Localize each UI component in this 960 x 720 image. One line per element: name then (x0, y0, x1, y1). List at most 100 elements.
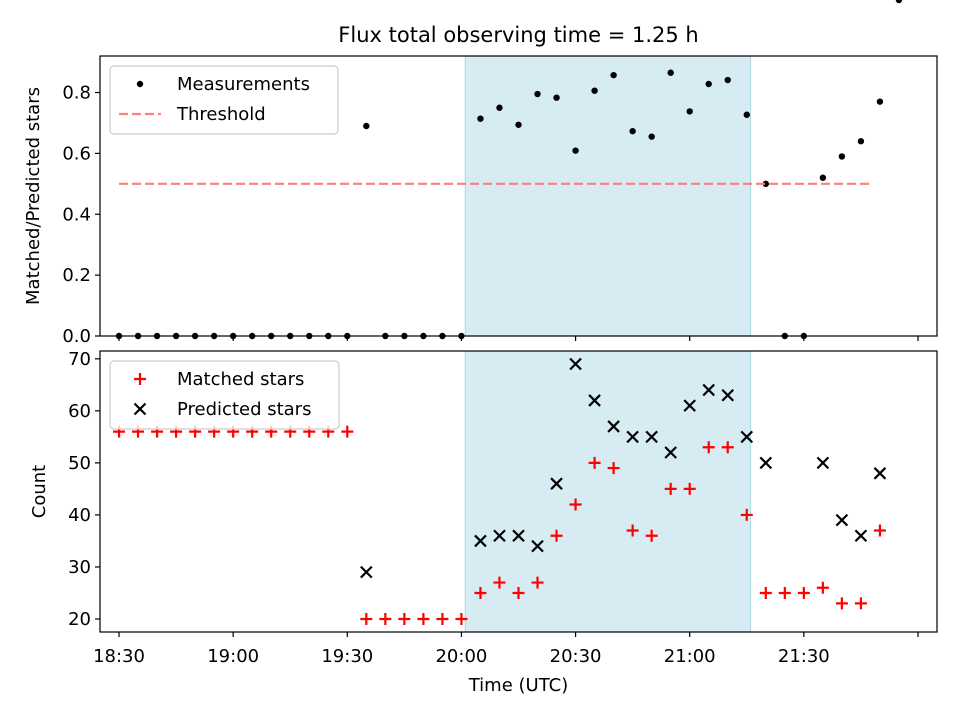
chart-title: Flux total observing time = 1.25 h (338, 23, 698, 47)
matched-stars-point (550, 529, 563, 542)
measurement-point (534, 90, 541, 98)
predicted-stars-point (360, 565, 373, 579)
matched-stars-point (512, 586, 525, 599)
y-tick-label: 30 (68, 557, 91, 578)
measurement-point (895, 0, 903, 4)
x-tick-label: 21:30 (778, 646, 830, 667)
predicted-stars-point (493, 529, 506, 543)
predicted-stars-point (854, 529, 868, 543)
matched-stars-point (702, 441, 715, 454)
predicted-stars-point (664, 446, 677, 459)
y-tick-label: 20 (68, 609, 91, 630)
predicted-stars-point (645, 430, 658, 444)
measurement-point (686, 108, 693, 115)
y-tick-label: 40 (68, 505, 91, 526)
predicted-stars-point (626, 430, 639, 444)
top-panel: 0.0 0.2 0.4 0.6 0.8 Matched/Predicted stars Fl… (23, 0, 938, 347)
matched-stars-point (835, 597, 848, 610)
y-tick-label: 0.6 (62, 143, 91, 164)
x-tick-label: 18:30 (93, 646, 145, 667)
measurement-point (876, 98, 884, 105)
predicted-stars-point (607, 420, 620, 433)
measurement-point (515, 121, 522, 128)
matched-stars-point (873, 524, 886, 537)
predicted-stars-point (512, 529, 525, 543)
matched-stars-point (360, 612, 373, 625)
measurement-point (743, 111, 750, 118)
legend-label: Predicted stars (177, 399, 311, 420)
measurement-point (553, 94, 560, 101)
predicted-stars-point (569, 357, 582, 371)
measurement-point (762, 180, 769, 188)
predicted-stars-point (816, 456, 830, 470)
matched-stars-point (417, 612, 430, 625)
legend-measurements-marker (136, 80, 144, 88)
predicted-stars-point (531, 539, 544, 553)
y-tick-label: 0.4 (62, 204, 91, 225)
matched-stars-point (569, 498, 582, 511)
predicted-stars-point (740, 430, 754, 444)
y-tick-label: 60 (68, 401, 91, 422)
matched-stars-point (740, 508, 753, 521)
matched-stars-point (436, 612, 449, 625)
matched-stars-point (588, 456, 601, 469)
measurement-point (724, 76, 731, 84)
matched-stars-point (493, 576, 506, 589)
legend-box (109, 65, 339, 135)
legend-label: Measurements (177, 74, 310, 95)
legend: Matched stars Predicted stars (109, 360, 340, 430)
predicted-stars-point (550, 477, 563, 490)
measurement-point (477, 115, 484, 122)
predicted-stars-point (702, 383, 716, 397)
measurement-point (572, 147, 579, 154)
y-axis-label: Matched/Predicted stars (23, 87, 44, 305)
measurement-point (667, 69, 674, 76)
measurement-point (705, 80, 712, 88)
matched-stars-point (474, 586, 487, 599)
legend-matched-marker (134, 373, 146, 385)
legend-label: Threshold (176, 104, 266, 125)
y-tick-label: 50 (68, 453, 91, 474)
measurement-point (838, 153, 846, 160)
observing-span-highlight (464, 55, 752, 337)
x-tick-label: 20:00 (435, 646, 487, 667)
matched-stars-point (341, 425, 354, 438)
matched-stars-point (721, 441, 734, 454)
predicted-stars-point (588, 394, 601, 407)
y-tick-label: 0.8 (62, 83, 91, 104)
measurement-point (610, 71, 617, 79)
legend-label: Matched stars (177, 369, 304, 390)
predicted-stars-point (721, 388, 735, 402)
matched-stars-point (531, 576, 544, 589)
matched-stars-point (607, 462, 620, 475)
predicted-stars-point (835, 513, 849, 527)
predicted-stars-point (474, 534, 487, 548)
measurement-point (591, 87, 598, 94)
x-tick-label: 19:30 (321, 646, 373, 667)
x-tick-label: 21:00 (664, 646, 716, 667)
legend: Measurements Threshold (109, 65, 339, 135)
x-axis-label: Time (UTC) (468, 675, 569, 696)
legend-box (109, 360, 340, 430)
predicted-stars-point (683, 399, 696, 412)
matched-stars-point (626, 524, 639, 537)
predicted-stars-point (873, 467, 887, 480)
matched-stars-point (398, 612, 411, 625)
matched-stars-point (854, 597, 867, 610)
bottom-panel: 20 30 40 50 60 70 18:30 19:00 19:30 20:00 20:30 21:… (29, 349, 938, 696)
measurement-point (648, 133, 655, 140)
matched-stars-point (816, 581, 829, 594)
y-axis-label: Count (29, 465, 50, 518)
matched-stars-point (759, 586, 772, 599)
measurement-point (819, 174, 827, 181)
predicted-stars-point (759, 456, 773, 470)
observing-span-highlight (464, 350, 752, 633)
measurement-point (629, 127, 636, 135)
matched-stars-point (455, 612, 468, 625)
y-tick-label: 0.0 (62, 326, 91, 347)
y-tick-label: 70 (68, 349, 91, 370)
y-tick-label: 0.2 (62, 265, 91, 286)
measurement-point (363, 122, 370, 130)
matched-stars-point (683, 482, 696, 495)
